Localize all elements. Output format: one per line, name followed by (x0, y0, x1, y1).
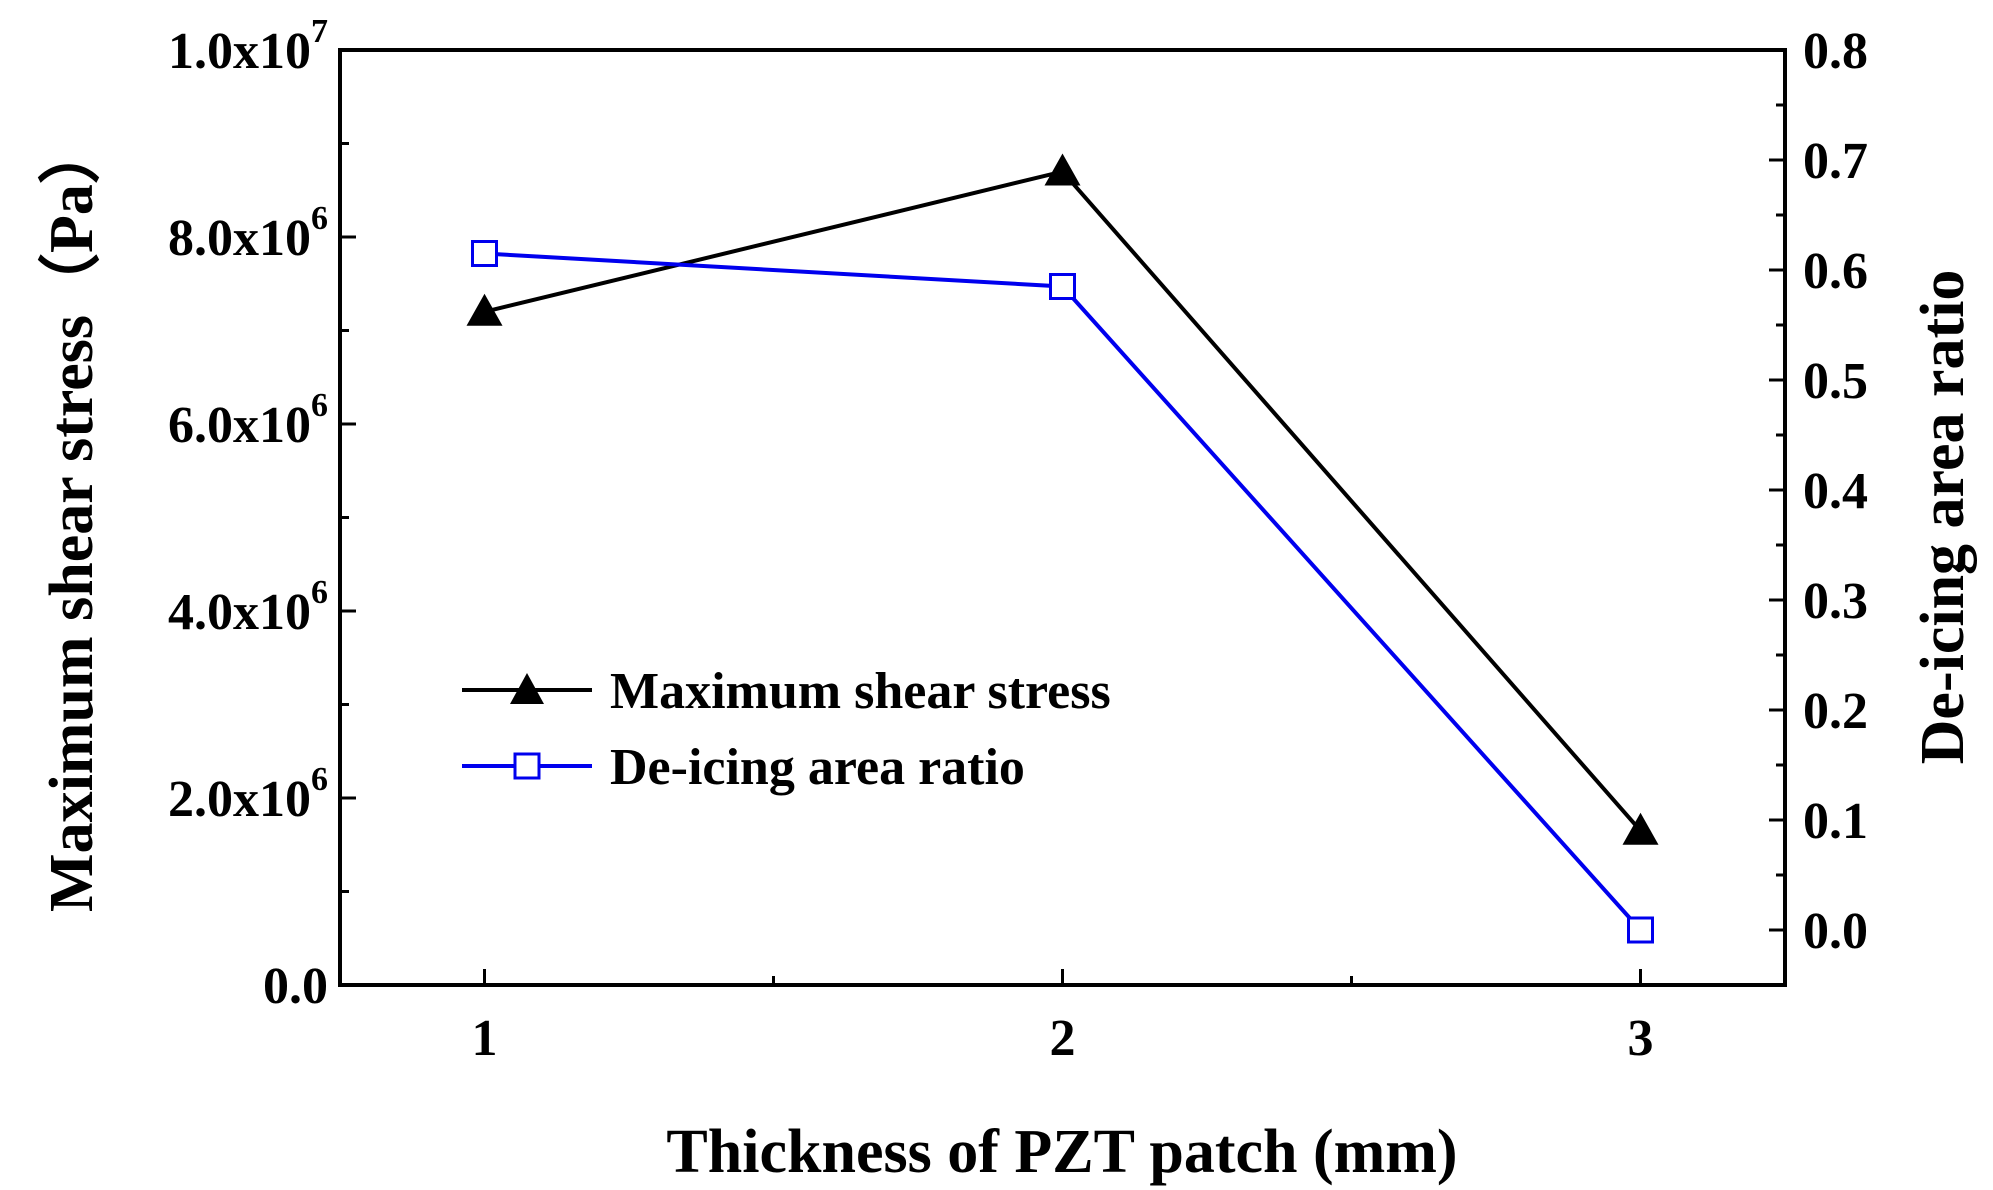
right-tick-label: 0.4 (1803, 463, 1868, 520)
left-tick-label: 1.0x107 (168, 13, 328, 80)
right-tick-label: 0.1 (1803, 793, 1868, 850)
legend-marker-shear-stress (510, 673, 544, 704)
legend-label-deicing: De-icing area ratio (610, 739, 1025, 796)
left-axis-ticks: 0.0 2.0x106 4.0x106 6.0x106 8.0x106 1.0x107 (168, 13, 356, 1015)
right-axis-title: De-icing area ratio (1909, 270, 1977, 765)
x-tick-label: 1 (472, 1010, 498, 1067)
left-tick-label: 2.0x106 (168, 761, 328, 828)
series-layer (466, 153, 1659, 944)
right-tick-label: 0.5 (1803, 353, 1868, 410)
series-line-0 (484, 169, 1643, 833)
deicing-point (1049, 273, 1076, 300)
right-tick-label: 0.7 (1803, 133, 1868, 190)
series-line-1 (484, 251, 1642, 932)
right-tick-label: 0.8 (1803, 23, 1868, 80)
left-tick-label: 8.0x106 (168, 200, 328, 267)
legend-label-shear-stress: Maximum shear stress (610, 663, 1111, 720)
x-axis-ticks: 1 2 3 (472, 969, 1654, 1067)
deicing-point (471, 240, 498, 267)
deicing-point (1627, 916, 1654, 944)
legend: Maximum shear stress De-icing area ratio (462, 663, 1111, 796)
x-axis-title: Thickness of PZT patch (mm) (666, 1118, 1457, 1186)
x-tick-label: 2 (1050, 1010, 1076, 1067)
shear-stress-point (466, 293, 503, 326)
right-tick-label: 0.0 (1803, 903, 1868, 960)
right-tick-label: 0.3 (1803, 573, 1868, 630)
left-tick-label: 0.0 (263, 958, 328, 1015)
x-tick-label: 3 (1628, 1010, 1654, 1067)
shear-stress-point (1044, 153, 1081, 186)
left-tick-label: 6.0x106 (168, 387, 328, 454)
plot-frame (338, 48, 1787, 987)
right-tick-label: 0.6 (1803, 243, 1868, 300)
legend-marker-deicing (513, 752, 541, 780)
left-tick-label: 4.0x106 (168, 574, 328, 641)
right-tick-label: 0.2 (1803, 683, 1868, 740)
shear-stress-point (1622, 812, 1659, 845)
left-axis-title: Maximum shear stress（Pa） (36, 122, 106, 912)
right-axis-ticks: 0.0 0.1 0.2 0.3 0.4 0.5 0.6 0.7 0.8 (1769, 23, 1868, 987)
